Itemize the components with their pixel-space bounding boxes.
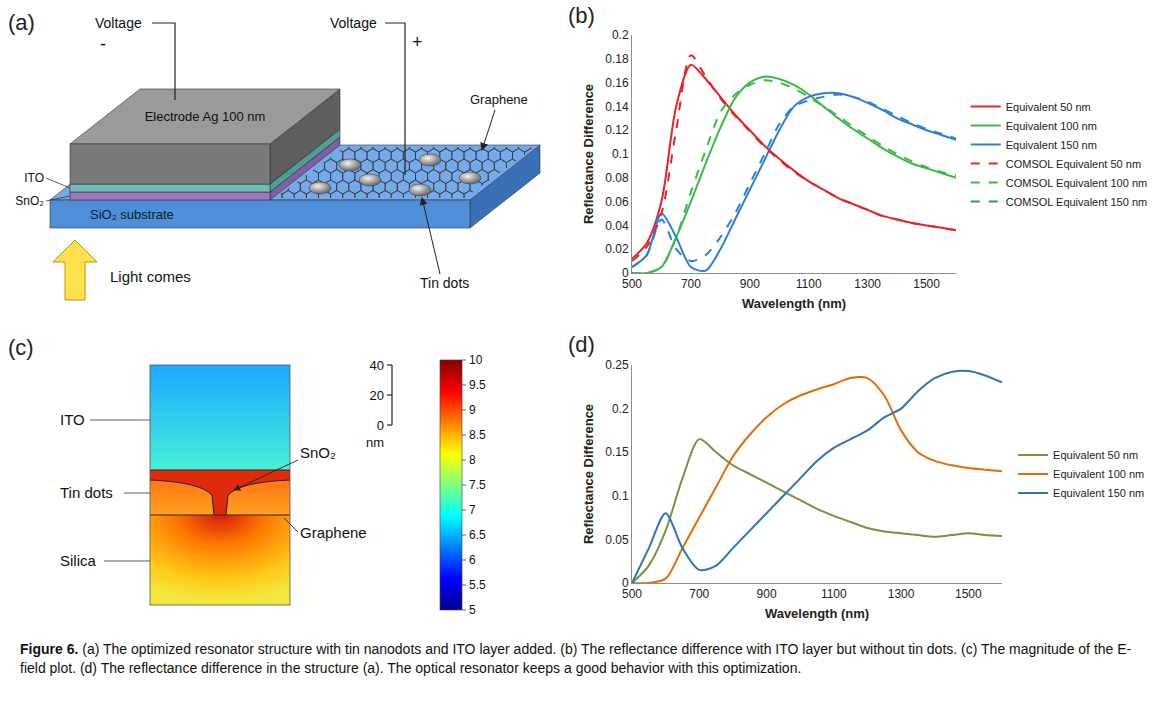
svg-text:Equivalent 150 nm: Equivalent 150 nm bbox=[1006, 139, 1097, 151]
svg-text:0.1: 0.1 bbox=[612, 147, 629, 161]
svg-text:6.5: 6.5 bbox=[469, 528, 486, 542]
svg-text:(a): (a) bbox=[8, 10, 35, 35]
svg-text:7: 7 bbox=[469, 503, 476, 517]
html-text:Figure 6. (a) The optimized re: Figure 6. (a) The optimized resonator st… bbox=[20, 641, 1132, 676]
svg-text:Light comes: Light comes bbox=[110, 268, 191, 285]
svg-text:0.25: 0.25 bbox=[605, 358, 629, 372]
svg-text:Equivalent 100 nm: Equivalent 100 nm bbox=[1053, 468, 1144, 480]
svg-text:0.1: 0.1 bbox=[612, 489, 629, 503]
svg-text:Graphene: Graphene bbox=[300, 524, 367, 541]
svg-text:10: 10 bbox=[469, 353, 483, 367]
svg-text:1300: 1300 bbox=[854, 277, 881, 291]
svg-text:900: 900 bbox=[757, 587, 777, 601]
svg-text:0.08: 0.08 bbox=[605, 171, 629, 185]
svg-text:0.06: 0.06 bbox=[605, 195, 629, 209]
svg-text:8.5: 8.5 bbox=[469, 428, 486, 442]
svg-text:SiO₂ substrate: SiO₂ substrate bbox=[90, 207, 174, 222]
svg-text:Reflectance Difference: Reflectance Difference bbox=[581, 404, 596, 544]
svg-text:COMSOL Equivalent 50 nm: COMSOL Equivalent 50 nm bbox=[1006, 158, 1141, 170]
svg-text:1100: 1100 bbox=[821, 587, 847, 601]
svg-text:Wavelength (nm): Wavelength (nm) bbox=[742, 296, 846, 311]
svg-text:SnO₂: SnO₂ bbox=[15, 194, 44, 208]
svg-text:1100: 1100 bbox=[796, 277, 822, 291]
svg-text:0.15: 0.15 bbox=[605, 445, 629, 459]
svg-text:700: 700 bbox=[681, 277, 701, 291]
svg-text:Electrode Ag 100 nm: Electrode Ag 100 nm bbox=[145, 109, 266, 124]
svg-text:-: - bbox=[100, 34, 106, 54]
svg-text:6: 6 bbox=[469, 553, 476, 567]
svg-text:Tin dots: Tin dots bbox=[420, 275, 469, 291]
svg-text:Equivalent 100 nm: Equivalent 100 nm bbox=[1006, 120, 1097, 132]
svg-text:40: 40 bbox=[370, 358, 384, 373]
svg-text:9: 9 bbox=[469, 403, 476, 417]
svg-text:Graphene: Graphene bbox=[470, 92, 528, 107]
svg-text:1500: 1500 bbox=[913, 277, 940, 291]
svg-text:0: 0 bbox=[622, 576, 629, 590]
svg-text:500: 500 bbox=[622, 587, 642, 601]
svg-text:0: 0 bbox=[377, 418, 384, 433]
svg-text:20: 20 bbox=[370, 388, 384, 403]
svg-text:0.16: 0.16 bbox=[605, 76, 629, 90]
svg-text:+: + bbox=[412, 32, 423, 52]
svg-text:nm: nm bbox=[366, 435, 384, 450]
svg-text:7.5: 7.5 bbox=[469, 478, 486, 492]
svg-text:5.5: 5.5 bbox=[469, 578, 486, 592]
svg-text:ITO: ITO bbox=[24, 171, 44, 185]
html-text:(b): (b) bbox=[568, 3, 595, 28]
svg-text:1500: 1500 bbox=[955, 587, 982, 601]
svg-text:9.5: 9.5 bbox=[469, 378, 486, 392]
html-text:(d): (d) bbox=[568, 332, 595, 357]
svg-text:0.12: 0.12 bbox=[605, 123, 629, 137]
svg-text:Equivalent 50 nm: Equivalent 50 nm bbox=[1053, 449, 1138, 461]
svg-text:0.2: 0.2 bbox=[612, 402, 629, 416]
svg-text:900: 900 bbox=[740, 277, 760, 291]
svg-text:0.05: 0.05 bbox=[605, 533, 629, 547]
svg-text:5: 5 bbox=[469, 603, 476, 617]
svg-text:Reflectance Difference: Reflectance Difference bbox=[581, 84, 596, 224]
svg-text:Wavelength (nm): Wavelength (nm) bbox=[765, 606, 869, 621]
svg-text:8: 8 bbox=[469, 453, 476, 467]
svg-text:SnO₂: SnO₂ bbox=[300, 444, 336, 461]
svg-text:Equivalent 150 nm: Equivalent 150 nm bbox=[1053, 487, 1144, 499]
svg-text:0.04: 0.04 bbox=[605, 219, 629, 233]
svg-text:0.14: 0.14 bbox=[605, 100, 629, 114]
svg-text:Equivalent 50 nm: Equivalent 50 nm bbox=[1006, 101, 1091, 113]
svg-text:(c): (c) bbox=[8, 335, 34, 360]
svg-text:0.02: 0.02 bbox=[605, 242, 629, 256]
svg-text:700: 700 bbox=[689, 587, 709, 601]
svg-text:Voltage: Voltage bbox=[95, 15, 142, 31]
svg-text:COMSOL Equivalent 100 nm: COMSOL Equivalent 100 nm bbox=[1006, 177, 1147, 189]
svg-text:500: 500 bbox=[622, 277, 642, 291]
svg-text:1300: 1300 bbox=[888, 587, 915, 601]
svg-text:COMSOL Equivalent 150 nm: COMSOL Equivalent 150 nm bbox=[1006, 196, 1147, 208]
svg-text:Silica: Silica bbox=[60, 552, 97, 569]
svg-text:0.18: 0.18 bbox=[605, 52, 629, 66]
svg-text:ITO: ITO bbox=[60, 411, 85, 428]
svg-text:0: 0 bbox=[622, 266, 629, 280]
svg-text:Tin dots: Tin dots bbox=[60, 484, 113, 501]
svg-text:0.2: 0.2 bbox=[612, 28, 629, 42]
svg-text:Voltage: Voltage bbox=[330, 15, 377, 31]
